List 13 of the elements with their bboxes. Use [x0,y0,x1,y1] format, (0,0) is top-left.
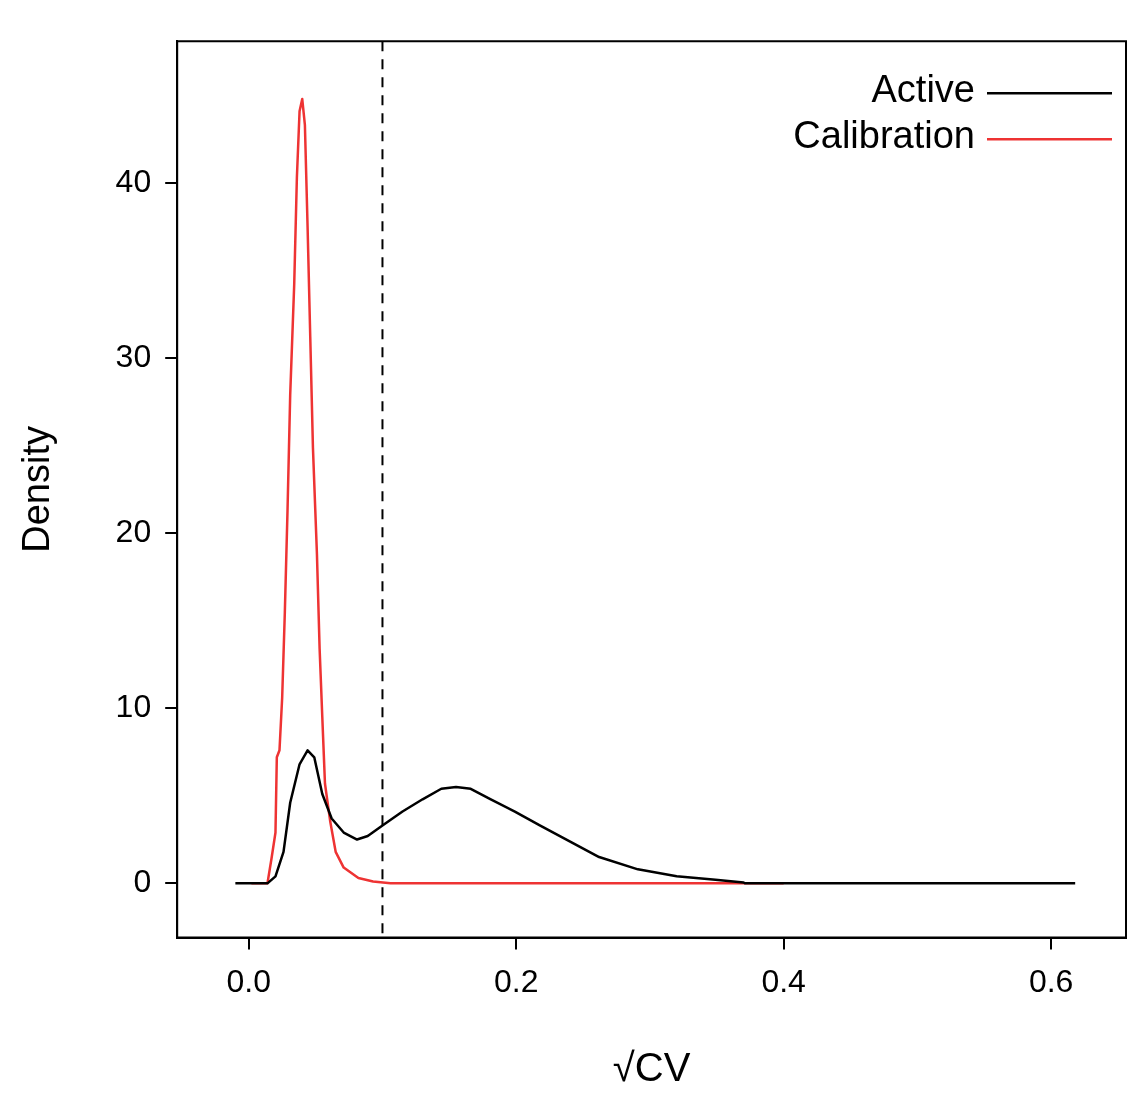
y-tick-label: 30 [115,337,152,374]
x-axis-title: √CV [612,1045,691,1090]
x-tick-label: 0.0 [226,962,271,999]
y-tick-label: 10 [115,688,152,725]
legend-label: Active [871,67,975,110]
x-tick-label: 0.6 [1028,962,1074,999]
x-tick-label: 0.2 [493,962,539,999]
y-tick-label: 20 [115,513,152,549]
y-axis-title: Density [15,426,58,553]
y-tick-label: 0 [133,863,152,900]
y-tick-label: 40 [115,162,152,199]
x-tick-label: 0.4 [761,962,806,999]
legend-label: Calibration [793,113,975,156]
